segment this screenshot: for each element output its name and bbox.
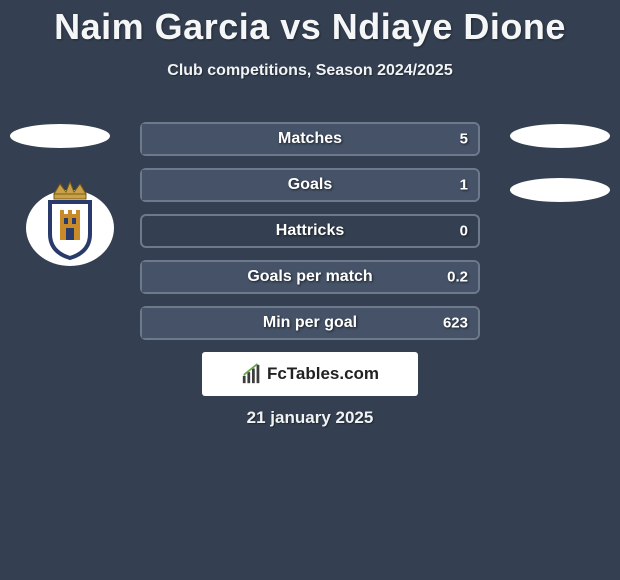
stat-value-right: 623 — [443, 315, 468, 332]
stat-row: Hattricks 0 — [140, 214, 480, 248]
castle-icon — [60, 210, 80, 240]
stat-label: Matches — [278, 130, 342, 148]
stats-table: Matches 5 Goals 1 Hattricks 0 Goals per match 0… — [140, 122, 480, 352]
stat-label: Hattricks — [276, 222, 344, 240]
player-left-avatar — [10, 124, 110, 148]
club-right-placeholder — [510, 178, 610, 202]
player-right-avatar — [510, 124, 610, 148]
stat-value-right: 1 — [460, 177, 468, 194]
stat-label: Goals — [288, 176, 332, 194]
watermark-text: FcTables.com — [267, 364, 379, 384]
fctables-logo-icon — [241, 363, 263, 385]
crown-icon — [54, 182, 86, 199]
stat-row: Goals 1 — [140, 168, 480, 202]
page-subtitle: Club competitions, Season 2024/2025 — [0, 62, 620, 80]
stat-value-right: 0.2 — [447, 269, 468, 286]
stat-label: Min per goal — [263, 314, 357, 332]
stat-value-right: 5 — [460, 131, 468, 148]
shield-icon — [50, 202, 90, 258]
stat-value-right: 0 — [460, 223, 468, 240]
club-badge-left — [20, 178, 120, 266]
snapshot-date: 21 january 2025 — [247, 408, 374, 428]
stat-row: Min per goal 623 — [140, 306, 480, 340]
page-title: Naim Garcia vs Ndiaye Dione — [0, 0, 620, 48]
watermark: FcTables.com — [202, 352, 418, 396]
stat-row: Matches 5 — [140, 122, 480, 156]
stat-label: Goals per match — [247, 268, 372, 286]
stat-row: Goals per match 0.2 — [140, 260, 480, 294]
